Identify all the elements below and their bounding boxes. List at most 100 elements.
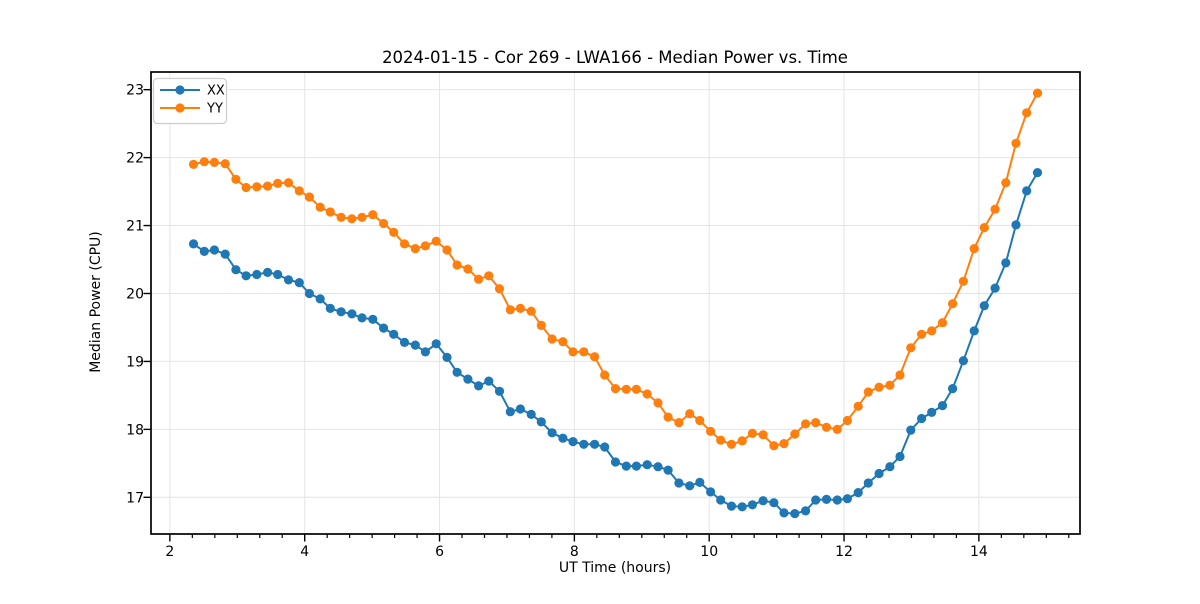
data-point	[1022, 108, 1032, 118]
data-point	[895, 370, 905, 380]
legend-label-xx: XX	[207, 84, 225, 99]
data-point	[505, 305, 515, 315]
data-point	[590, 352, 600, 362]
plot-border	[150, 71, 1081, 535]
data-point	[821, 494, 832, 504]
legend-marker-yy-icon	[175, 103, 185, 113]
data-point	[558, 337, 568, 347]
data-point	[948, 384, 958, 394]
data-point	[937, 401, 948, 411]
data-point	[547, 334, 557, 344]
data-point	[336, 212, 346, 222]
series-layer	[188, 88, 1043, 519]
data-point	[610, 457, 621, 467]
y-tick-label: 20	[126, 286, 144, 302]
data-point	[726, 439, 737, 449]
legend: XX YY	[152, 77, 228, 125]
data-point	[832, 424, 842, 434]
data-point	[979, 223, 989, 233]
data-point	[420, 241, 430, 251]
data-point	[526, 409, 536, 419]
data-point	[315, 202, 325, 212]
y-tick-label: 23	[126, 83, 144, 99]
data-point	[494, 386, 505, 396]
data-point	[304, 288, 314, 299]
data-point	[642, 460, 652, 470]
data-point	[969, 326, 979, 336]
data-point	[442, 245, 452, 255]
data-point	[631, 384, 642, 394]
data-point	[874, 382, 884, 392]
data-point	[399, 337, 410, 347]
data-point	[410, 244, 420, 254]
data-point	[252, 269, 262, 280]
data-point	[801, 506, 811, 516]
legend-label-yy: YY	[206, 102, 223, 117]
data-point	[263, 181, 273, 191]
data-point	[188, 159, 199, 169]
data-point	[716, 495, 726, 505]
data-point	[357, 313, 367, 323]
data-point	[315, 294, 325, 304]
data-point	[484, 271, 494, 281]
data-point	[885, 380, 895, 390]
chart-title: 2024-01-15 - Cor 269 - LWA166 - Median P…	[382, 48, 848, 67]
x-axis-label: UT Time (hours)	[559, 560, 671, 576]
data-point	[220, 159, 230, 169]
data-point	[368, 314, 378, 324]
data-point	[199, 157, 209, 167]
data-point	[231, 265, 241, 275]
y-tick-label: 21	[126, 219, 144, 235]
data-point	[1001, 258, 1011, 268]
data-point	[484, 376, 494, 386]
x-tick-label: 6	[435, 544, 444, 560]
y-axis-label: Median Power (CPU)	[88, 231, 104, 373]
tick-layer	[143, 88, 1070, 542]
data-point	[958, 276, 969, 286]
data-point	[706, 487, 716, 497]
data-point	[842, 494, 853, 504]
data-point	[283, 178, 294, 188]
data-point	[621, 384, 631, 394]
data-point	[937, 318, 948, 328]
data-point	[779, 508, 789, 518]
data-point	[336, 307, 346, 317]
data-point	[653, 462, 663, 472]
data-point	[505, 407, 515, 417]
data-point	[1022, 186, 1032, 196]
data-point	[642, 389, 652, 399]
data-point	[853, 401, 863, 411]
data-point	[199, 246, 209, 256]
data-point	[494, 284, 505, 294]
data-point	[990, 283, 1000, 293]
data-point	[906, 343, 916, 353]
data-point	[726, 501, 737, 511]
x-tick-label: 2	[165, 544, 174, 560]
data-point	[474, 381, 484, 391]
data-point	[801, 419, 811, 429]
data-point	[325, 303, 335, 313]
data-point	[241, 182, 251, 193]
data-point	[379, 218, 389, 229]
data-point	[347, 309, 357, 319]
data-point	[420, 347, 430, 357]
data-point	[917, 329, 927, 339]
legend-marker-xx-icon	[175, 85, 185, 95]
data-point	[526, 306, 536, 316]
data-point	[1001, 178, 1011, 188]
y-tick-label: 22	[126, 151, 144, 167]
data-point	[927, 407, 937, 417]
data-point	[515, 303, 526, 313]
data-point	[685, 481, 695, 491]
data-point	[663, 412, 673, 422]
data-point	[389, 329, 399, 339]
data-point	[368, 210, 378, 220]
data-point	[631, 461, 642, 471]
data-point	[979, 301, 989, 311]
data-point	[832, 495, 842, 505]
data-point	[674, 478, 684, 488]
data-point	[842, 415, 853, 426]
x-tick-label: 4	[300, 544, 309, 560]
data-point	[674, 418, 684, 428]
